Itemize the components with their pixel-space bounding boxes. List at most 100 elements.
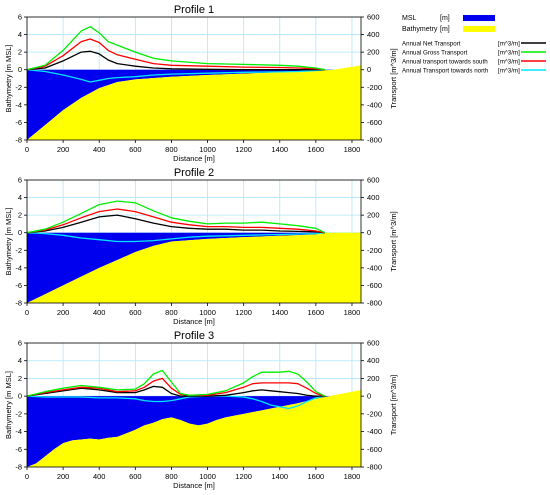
y2-tick-label: -400: [367, 427, 382, 436]
legend-unit: [m^3/m]: [498, 41, 520, 48]
x-tick-label: 200: [57, 145, 70, 154]
plot-area: [27, 343, 361, 467]
legend-label: MSL: [402, 15, 417, 22]
y2-tick-label: 600: [367, 339, 380, 348]
x-axis-label: Distance [m]: [173, 154, 215, 163]
y2-tick-label: -800: [367, 136, 382, 145]
y-tick-label: 4: [18, 356, 22, 365]
y2-axis-label: Transport [m^3/m]: [389, 48, 398, 108]
y2-tick-label: 400: [367, 30, 380, 39]
legend-unit: [m^3/m]: [498, 68, 520, 75]
x-axis-label: Distance [m]: [173, 317, 215, 326]
x-tick-label: 1600: [308, 145, 325, 154]
y-axis-label: Bathymetry [m MSL]: [4, 45, 13, 113]
legend-unit: [m^3/m]: [498, 59, 520, 66]
y2-tick-label: 400: [367, 193, 380, 202]
transport-south-line: [27, 38, 325, 71]
y2-axis-label: Transport [m^3/m]: [389, 375, 398, 435]
x-tick-label: 800: [165, 308, 178, 317]
y-axis-label: Bathymetry [m MSL]: [4, 371, 13, 439]
y-tick-label: 2: [18, 211, 22, 220]
plot-frame: [26, 16, 362, 141]
x-tick-label: 800: [165, 145, 178, 154]
y-tick-label: -8: [15, 463, 22, 472]
msl-water-area: [27, 396, 361, 467]
x-tick-label: 400: [93, 145, 106, 154]
y2-tick-label: 600: [367, 13, 380, 22]
y2-tick-label: -800: [367, 463, 382, 472]
x-tick-label: 400: [93, 308, 106, 317]
y-tick-label: -4: [15, 427, 22, 436]
profile-panel-3: Profile 30 200 400 600 800 1000 1200 1400 1600 18…: [4, 330, 398, 490]
y-tick-label: 6: [18, 176, 22, 185]
transport-net-line: [27, 385, 325, 397]
x-tick-label: 1800: [344, 472, 361, 481]
y-tick-label: -8: [15, 136, 22, 145]
panel-title: Profile 1: [174, 4, 214, 16]
transport-net-line: [27, 214, 325, 234]
transport-north-line: [27, 69, 325, 83]
panel-title: Profile 3: [174, 330, 214, 342]
y2-tick-label: 0: [367, 65, 371, 74]
y-tick-label: 4: [18, 193, 22, 202]
x-tick-label: 1200: [235, 308, 252, 317]
y2-tick-label: 200: [367, 211, 380, 220]
transport-north-line: [27, 232, 325, 243]
x-tick-label: 1200: [235, 145, 252, 154]
y-tick-label: -2: [15, 409, 22, 418]
x-tick-label: 1200: [235, 472, 252, 481]
x-tick-label: 1000: [199, 308, 216, 317]
y-tick-label: 2: [18, 374, 22, 383]
y2-axis-label: Transport [m^3/m]: [389, 211, 398, 271]
plot-area: [27, 180, 361, 303]
x-axis-label: Distance [m]: [173, 481, 215, 490]
y2-tick-label: -400: [367, 100, 382, 109]
y-tick-label: 0: [18, 392, 22, 401]
legend-label: Annual Net Transport: [402, 41, 461, 48]
x-tick-label: 1800: [344, 308, 361, 317]
y2-tick-label: 400: [367, 356, 380, 365]
legend-label: Annual Transport towards north: [402, 68, 489, 75]
y2-tick-label: -800: [367, 299, 382, 308]
y-tick-label: -6: [15, 445, 22, 454]
plot-area: [27, 17, 361, 140]
msl-water-area: [27, 69, 361, 140]
profile-panel-2: Profile 20 200 400 600 800 1000 1200 1400 1600 18…: [4, 167, 398, 326]
x-tick-label: 600: [129, 308, 142, 317]
legend-label: Bathymetry: [402, 26, 438, 33]
bathymetry-area: [27, 232, 361, 303]
x-tick-label: 1400: [271, 308, 288, 317]
y-tick-label: 2: [18, 48, 22, 57]
panel-title: Profile 2: [174, 167, 214, 179]
x-tick-label: 600: [129, 472, 142, 481]
y-tick-label: -6: [15, 118, 22, 127]
transport-gross-line: [27, 369, 326, 397]
transport-gross-line: [27, 200, 326, 234]
bathymetry-area: [27, 389, 361, 467]
y-axis-label: Bathymetry [m MSL]: [4, 208, 13, 276]
y-tick-label: 6: [18, 13, 22, 22]
y2-tick-label: -600: [367, 118, 382, 127]
x-tick-label: 200: [57, 308, 70, 317]
y-tick-label: 0: [18, 228, 22, 237]
x-tick-label: 0: [25, 472, 29, 481]
legend-unit: [m^3/m]: [498, 50, 520, 57]
x-tick-label: 200: [57, 472, 70, 481]
y-tick-label: -8: [15, 299, 22, 308]
y2-tick-label: -600: [367, 281, 382, 290]
x-tick-label: 800: [165, 472, 178, 481]
x-tick-label: 1400: [271, 145, 288, 154]
x-tick-label: 0: [25, 308, 29, 317]
y2-tick-label: 0: [367, 228, 371, 237]
x-tick-label: 1400: [271, 472, 288, 481]
legend: MSL [m]Bathymetry [m] Annual Net Transport […: [402, 15, 546, 75]
y2-tick-label: -600: [367, 445, 382, 454]
y-tick-label: 4: [18, 30, 22, 39]
transport-gross-line: [27, 26, 326, 71]
transport-north-line: [27, 395, 326, 410]
x-tick-label: 1000: [199, 472, 216, 481]
legend-label: Annual Gross Transport: [402, 50, 468, 57]
plot-frame: [26, 342, 362, 468]
bathymetry-area: [27, 65, 361, 140]
